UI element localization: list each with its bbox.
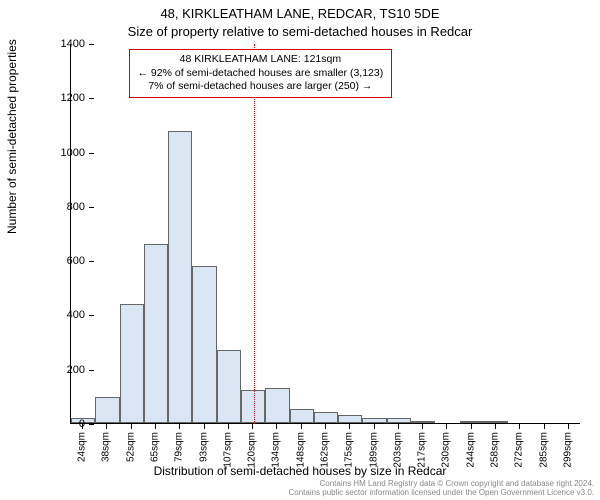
x-axis-label: Distribution of semi-detached houses by … xyxy=(0,464,600,478)
x-tick: 93sqm xyxy=(198,432,209,462)
x-tick: 148sqm xyxy=(295,432,306,468)
chart-title-line1: 48, KIRKLEATHAM LANE, REDCAR, TS10 5DE xyxy=(0,6,600,21)
footer-attribution: Contains HM Land Registry data © Crown c… xyxy=(288,479,594,498)
bar xyxy=(217,350,241,423)
bar xyxy=(484,421,508,423)
chart-title-line2: Size of property relative to semi-detach… xyxy=(0,24,600,39)
plot-area xyxy=(70,44,580,424)
bar xyxy=(362,418,386,423)
footer-line2: Contains public sector information licen… xyxy=(288,488,594,498)
bar xyxy=(460,421,484,423)
x-tick: 38sqm xyxy=(101,432,112,462)
bar xyxy=(387,418,411,423)
x-tick: 107sqm xyxy=(222,432,233,468)
x-tick: 120sqm xyxy=(247,432,258,468)
footer-line1: Contains HM Land Registry data © Crown c… xyxy=(288,479,594,489)
bar xyxy=(168,131,192,423)
x-tick: 272sqm xyxy=(514,432,525,468)
annotation-line3: 7% of semi-detached houses are larger (2… xyxy=(138,80,384,94)
reference-line xyxy=(254,44,255,424)
x-tick: 299sqm xyxy=(562,432,573,468)
chart-container: 48, KIRKLEATHAM LANE, REDCAR, TS10 5DE S… xyxy=(0,0,600,500)
x-tick: 65sqm xyxy=(150,432,161,462)
y-tick: 1000 xyxy=(35,147,85,159)
bar xyxy=(411,421,435,423)
annotation-line2: ← 92% of semi-detached houses are smalle… xyxy=(138,67,384,81)
bar xyxy=(338,415,362,423)
x-tick: 52sqm xyxy=(125,432,136,462)
y-tick: 800 xyxy=(35,201,85,213)
y-tick: 600 xyxy=(35,255,85,267)
y-axis-label: Number of semi-detached properties xyxy=(5,39,19,234)
x-tick: 285sqm xyxy=(538,432,549,468)
x-tick: 244sqm xyxy=(465,432,476,468)
y-tick: 1200 xyxy=(35,92,85,104)
x-tick: 24sqm xyxy=(77,432,88,462)
x-tick: 189sqm xyxy=(368,432,379,468)
annotation-box: 48 KIRKLEATHAM LANE: 121sqm ← 92% of sem… xyxy=(129,49,393,98)
bar xyxy=(192,266,216,423)
bar xyxy=(144,244,168,423)
x-tick: 134sqm xyxy=(271,432,282,468)
x-tick: 162sqm xyxy=(320,432,331,468)
y-tick: 400 xyxy=(35,309,85,321)
bar xyxy=(314,412,338,423)
x-tick: 79sqm xyxy=(174,432,185,462)
bars-layer xyxy=(71,44,580,423)
x-tick: 175sqm xyxy=(344,432,355,468)
y-tick: 200 xyxy=(35,364,85,376)
x-tick: 217sqm xyxy=(417,432,428,468)
x-tick: 258sqm xyxy=(490,432,501,468)
x-tick: 203sqm xyxy=(392,432,403,468)
bar xyxy=(290,409,314,423)
x-tick: 230sqm xyxy=(441,432,452,468)
y-tick: 0 xyxy=(35,418,85,430)
y-tick: 1400 xyxy=(35,38,85,50)
bar xyxy=(120,304,144,423)
annotation-line1: 48 KIRKLEATHAM LANE: 121sqm xyxy=(138,53,384,67)
bar xyxy=(95,397,119,423)
bar xyxy=(265,388,289,423)
